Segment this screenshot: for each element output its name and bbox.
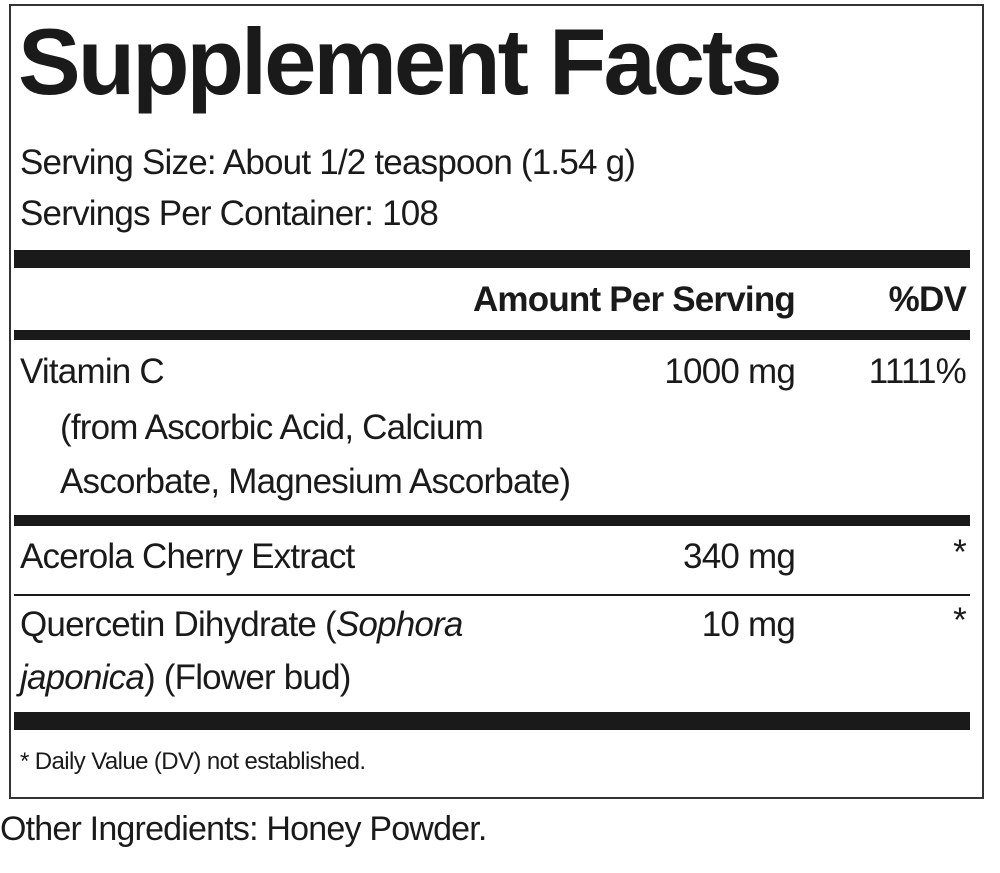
facts-panel-border — [9, 4, 984, 799]
row-vitamin-c-detail: (from Ascorbic Acid, Calcium — [60, 408, 484, 447]
row-quercetin-amount: 10 mg — [701, 605, 796, 644]
row-acerola-dv: * — [953, 533, 967, 572]
row-acerola-amount: 340 mg — [683, 537, 796, 576]
name-italic: japonica — [20, 658, 145, 697]
medium-divider — [14, 515, 970, 526]
row-vitamin-c-detail: Ascorbate, Magnesium Ascorbate) — [60, 462, 571, 501]
row-quercetin-dv: * — [953, 601, 967, 640]
name-text: ) (Flower bud) — [143, 658, 351, 697]
other-ingredients: Other Ingredients: Honey Powder. — [0, 810, 487, 848]
thick-divider — [14, 712, 970, 730]
footnote: * Daily Value (DV) not established. — [20, 748, 366, 775]
serving-size: Serving Size: About 1/2 teaspoon (1.54 g… — [20, 143, 636, 182]
row-vitamin-c-dv: 1111% — [868, 352, 967, 391]
row-quercetin-name: Quercetin Dihydrate (Sophora — [20, 605, 463, 645]
row-quercetin-name: japonica) (Flower bud) — [20, 658, 351, 698]
name-text: Quercetin Dihydrate ( — [20, 605, 337, 644]
row-acerola-name: Acerola Cherry Extract — [20, 537, 355, 576]
row-vitamin-c-amount: 1000 mg — [664, 352, 795, 391]
medium-divider — [14, 330, 970, 340]
thin-divider — [14, 594, 970, 596]
header-dv: %DV — [888, 280, 967, 319]
servings-per-container: Servings Per Container: 108 — [20, 194, 439, 233]
name-italic: Sophora — [335, 605, 464, 644]
header-amount: Amount Per Serving — [472, 280, 796, 319]
thick-divider — [14, 250, 970, 268]
row-vitamin-c-name: Vitamin C — [20, 352, 165, 391]
label-title: Supplement Facts — [18, 9, 783, 114]
